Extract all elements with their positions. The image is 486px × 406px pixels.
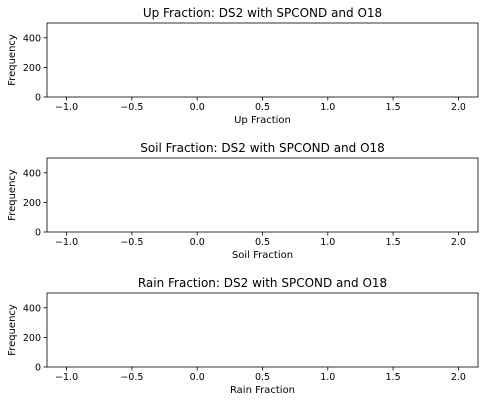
x-axis-label: Rain Fraction (230, 385, 295, 396)
x-tick-label: 0.0 (190, 237, 205, 248)
x-tick-label: 1.0 (320, 237, 335, 248)
x-tick-label: 0.5 (255, 102, 270, 113)
y-tick-label: 0 (35, 93, 41, 104)
x-tick-label: 0.0 (190, 102, 205, 113)
x-tick-label: 1.0 (320, 372, 335, 383)
y-tick-label: 400 (23, 33, 41, 44)
subplot-2: Rain Fraction: DS2 with SPCOND and O18 −1… (7, 276, 479, 396)
x-tick-label: −1.0 (55, 237, 78, 248)
x-tick-label: −0.5 (120, 372, 143, 383)
x-tick-label: 1.5 (386, 237, 401, 248)
x-tick-label: −1.0 (55, 102, 78, 113)
x-tick-label: −0.5 (120, 102, 143, 113)
y-axis-label: Frequency (7, 34, 18, 86)
y-axis-label: Frequency (7, 304, 18, 356)
y-axis-label: Frequency (7, 169, 18, 221)
x-tick-label: 2.0 (451, 372, 466, 383)
x-tick-label: 2.0 (451, 102, 466, 113)
x-tick-label: 0.5 (255, 237, 270, 248)
y-tick-label: 200 (23, 198, 41, 209)
y-tick-label: 200 (23, 63, 41, 74)
x-tick-label: 1.0 (320, 102, 335, 113)
x-axis-label: Soil Fraction (232, 250, 293, 261)
subplot-1: Soil Fraction: DS2 with SPCOND and O18 −1… (7, 141, 479, 261)
x-tick-label: −1.0 (55, 372, 78, 383)
plot-area (46, 22, 479, 98)
y-tick-label: 400 (23, 168, 41, 179)
chart-title: Up Fraction: DS2 with SPCOND and O18 (143, 6, 382, 20)
chart-title: Rain Fraction: DS2 with SPCOND and O18 (138, 276, 387, 290)
y-tick-label: 0 (35, 228, 41, 239)
x-tick-label: −0.5 (120, 237, 143, 248)
x-tick-label: 0.0 (190, 372, 205, 383)
plot-area (46, 292, 479, 368)
x-tick-label: 2.0 (451, 237, 466, 248)
plot-area (46, 157, 479, 233)
y-tick-label: 400 (23, 303, 41, 314)
y-tick-label: 0 (35, 363, 41, 374)
y-tick-label: 200 (23, 333, 41, 344)
subplot-0: Up Fraction: DS2 with SPCOND and O18 −1.0… (7, 6, 479, 126)
x-axis-label: Up Fraction (234, 115, 291, 126)
x-tick-label: 0.5 (255, 372, 270, 383)
chart-title: Soil Fraction: DS2 with SPCOND and O18 (140, 141, 385, 155)
x-tick-label: 1.5 (386, 102, 401, 113)
x-tick-label: 1.5 (386, 372, 401, 383)
